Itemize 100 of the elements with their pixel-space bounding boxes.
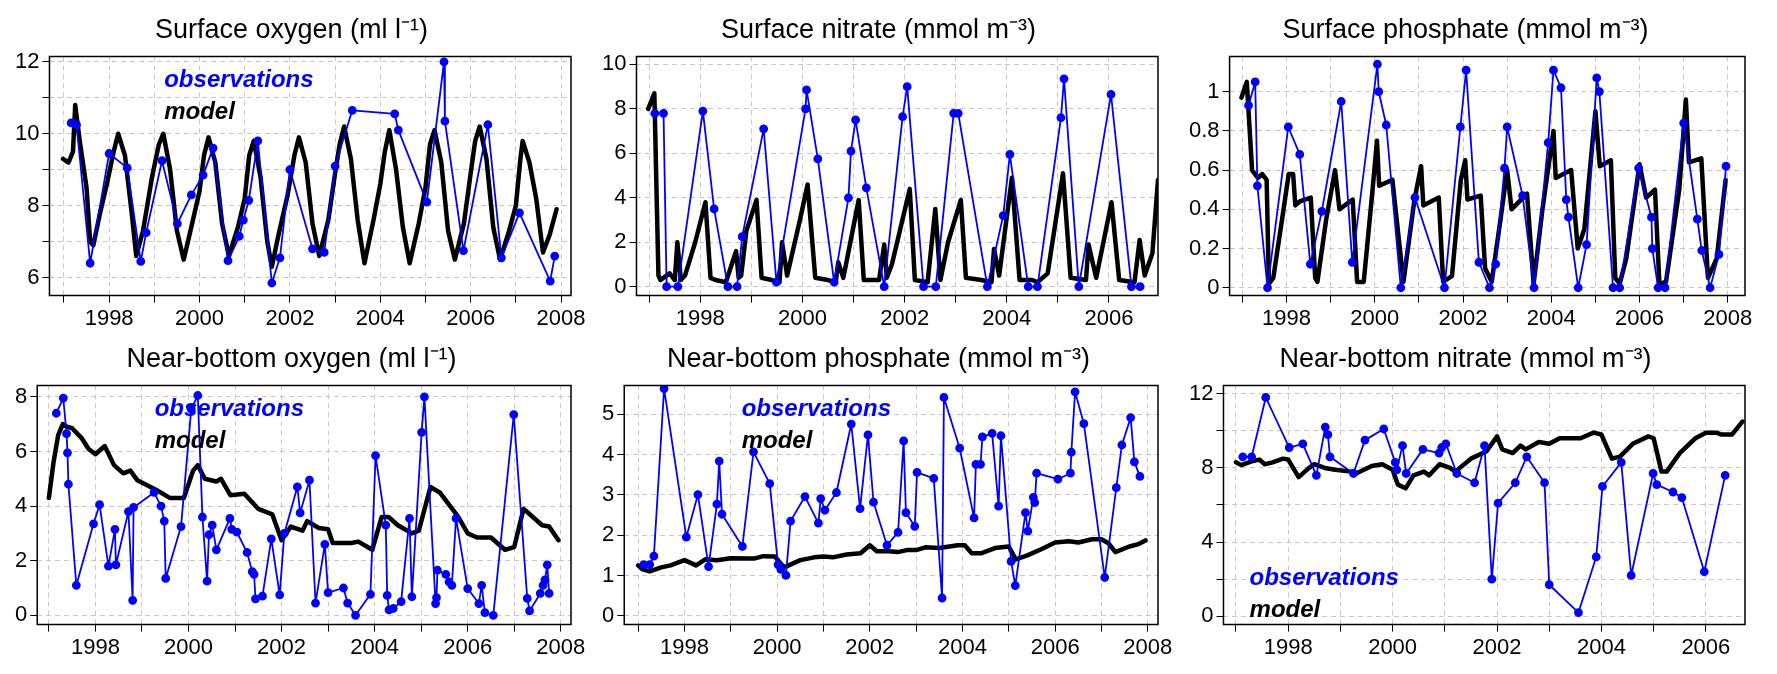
point — [234, 231, 244, 241]
point — [1699, 567, 1709, 577]
point — [1349, 469, 1358, 478]
series-label: observations — [741, 394, 892, 422]
x-tick-label: 2006 — [446, 304, 496, 330]
y-tick-label: 8 — [1201, 453, 1214, 479]
point — [1312, 470, 1321, 480]
point — [1485, 283, 1494, 293]
point — [861, 183, 871, 193]
chart-title: Surface phosphate (mmol m⁻³) — [1282, 13, 1649, 44]
point — [1721, 161, 1731, 171]
point — [813, 154, 823, 164]
y-tick-label: 0 — [614, 272, 627, 298]
y-tick-label: 6 — [14, 437, 28, 463]
y-tick-label: 2 — [14, 546, 28, 572]
point — [1668, 487, 1678, 497]
point — [1127, 282, 1136, 292]
text: model — [741, 426, 814, 454]
x-tick-label: 2002 — [265, 304, 315, 330]
point — [1295, 150, 1305, 159]
y-tick-label: 5 — [601, 400, 615, 426]
point — [1522, 452, 1532, 462]
point — [772, 277, 781, 287]
point — [1374, 87, 1384, 97]
point — [1677, 493, 1687, 502]
y-tick-label: 0.4 — [1188, 195, 1220, 221]
y-tick-label: 0.2 — [1188, 234, 1220, 260]
point — [1518, 191, 1527, 201]
y-tick-label: 0 — [601, 601, 615, 627]
point — [497, 253, 506, 263]
point — [698, 106, 708, 116]
x-tick-label: 1998 — [1263, 633, 1313, 659]
point — [1317, 206, 1327, 216]
x-tick-label: 2002 — [1472, 633, 1522, 659]
point — [330, 161, 340, 171]
point — [85, 258, 95, 268]
series-label: model — [164, 97, 237, 125]
point — [998, 211, 1008, 220]
point — [1594, 87, 1604, 97]
point — [1720, 470, 1730, 480]
point — [1360, 435, 1370, 445]
point — [659, 108, 668, 118]
x-tick-label: 2006 — [1084, 304, 1134, 330]
point — [1305, 259, 1315, 269]
point — [1252, 181, 1262, 191]
x-tick-label: 2004 — [1526, 304, 1576, 330]
point — [1564, 212, 1573, 222]
point — [267, 278, 277, 288]
point — [157, 156, 167, 166]
point — [440, 116, 450, 126]
point — [1452, 469, 1462, 478]
y-tick-label: 0.6 — [1188, 156, 1220, 182]
point — [851, 115, 861, 125]
point — [1634, 163, 1644, 173]
point — [673, 282, 683, 292]
y-tick-label: 1 — [1207, 77, 1220, 103]
x-tick-label: 2006 — [1615, 304, 1665, 330]
point — [1320, 422, 1330, 432]
point — [1502, 122, 1512, 132]
point — [1491, 259, 1501, 269]
point — [483, 120, 493, 130]
point — [759, 124, 769, 134]
point — [1561, 195, 1571, 204]
x-tick-label: 2008 — [536, 633, 586, 659]
point — [1106, 90, 1116, 99]
point — [1298, 439, 1308, 449]
point — [650, 108, 660, 118]
point — [319, 248, 329, 257]
x-tick-label: 2004 — [350, 633, 400, 659]
point — [141, 228, 151, 238]
point — [1660, 283, 1670, 293]
point — [308, 244, 317, 254]
chart-title: Surface nitrate (mmol m⁻³) — [720, 13, 1037, 44]
point — [1653, 283, 1663, 293]
y-tick-label: 3 — [601, 481, 615, 506]
x-tick-label: 2008 — [1703, 304, 1753, 330]
point — [1410, 193, 1420, 202]
text: observations — [1249, 563, 1399, 591]
point — [1440, 283, 1449, 293]
x-tick-label: 2006 — [443, 633, 493, 659]
series-label: observations — [164, 65, 314, 93]
y-tick-label: 4 — [601, 440, 615, 466]
point — [72, 120, 81, 130]
point — [1592, 73, 1602, 83]
point — [1418, 444, 1428, 454]
point — [1692, 214, 1702, 224]
y-tick-label: 6 — [27, 263, 40, 289]
y-tick-label: 4 — [614, 183, 627, 209]
x-tick-label: 2002 — [257, 633, 307, 659]
point — [1679, 118, 1689, 128]
point — [1455, 122, 1465, 132]
text: model — [1249, 595, 1322, 623]
point — [732, 282, 742, 292]
y-tick-label: 6 — [614, 139, 627, 165]
point — [1373, 59, 1382, 69]
point — [1615, 283, 1625, 293]
point — [1705, 283, 1715, 293]
point — [1284, 443, 1294, 452]
y-tick-label: 12 — [14, 47, 40, 73]
y-tick-label: 10 — [601, 50, 627, 76]
